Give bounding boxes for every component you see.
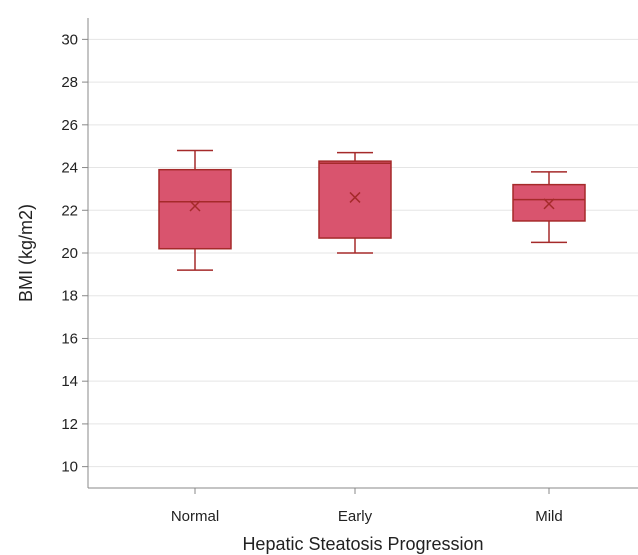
y-axis-ticks: 10 12 14 16 18 20 22 24 26 28 30 (61, 31, 88, 476)
mean-marker-normal (189, 200, 201, 212)
y-tick-label-12: 12 (61, 416, 78, 433)
y-tick-label-14: 14 (61, 373, 78, 390)
y-tick-label-28: 28 (61, 74, 78, 91)
y-tick-label-22: 22 (61, 202, 78, 219)
box-series (158, 149, 586, 271)
x-tick-label-early: Early (338, 508, 373, 525)
mean-marker-stroke-b (349, 191, 361, 203)
mean-marker-stroke-b (543, 198, 555, 210)
iqr-box-early (318, 160, 392, 239)
box-mild (512, 171, 586, 244)
box-normal (158, 149, 232, 271)
mean-marker-mild (543, 198, 555, 210)
box-early (318, 151, 392, 254)
y-axis-title: BMI (kg/m2) (16, 204, 36, 302)
y-tick-label-10: 10 (61, 459, 78, 476)
x-axis-title: Hepatic Steatosis Progression (242, 534, 483, 554)
y-tick-label-26: 26 (61, 117, 78, 134)
x-axis-ticks: Normal Early Mild (171, 488, 563, 525)
iqr-box-normal (158, 168, 232, 250)
x-tick-label-normal: Normal (171, 508, 219, 525)
y-tick-label-20: 20 (61, 245, 78, 262)
y-tick-label-24: 24 (61, 160, 78, 177)
y-tick-label-18: 18 (61, 288, 78, 305)
y-tick-label-16: 16 (61, 330, 78, 347)
mean-marker-early (349, 191, 361, 203)
iqr-box-mild (512, 183, 586, 222)
mean-marker-stroke-b (189, 200, 201, 212)
y-tick-label-30: 30 (61, 31, 78, 48)
x-tick-label-mild: Mild (535, 508, 563, 525)
